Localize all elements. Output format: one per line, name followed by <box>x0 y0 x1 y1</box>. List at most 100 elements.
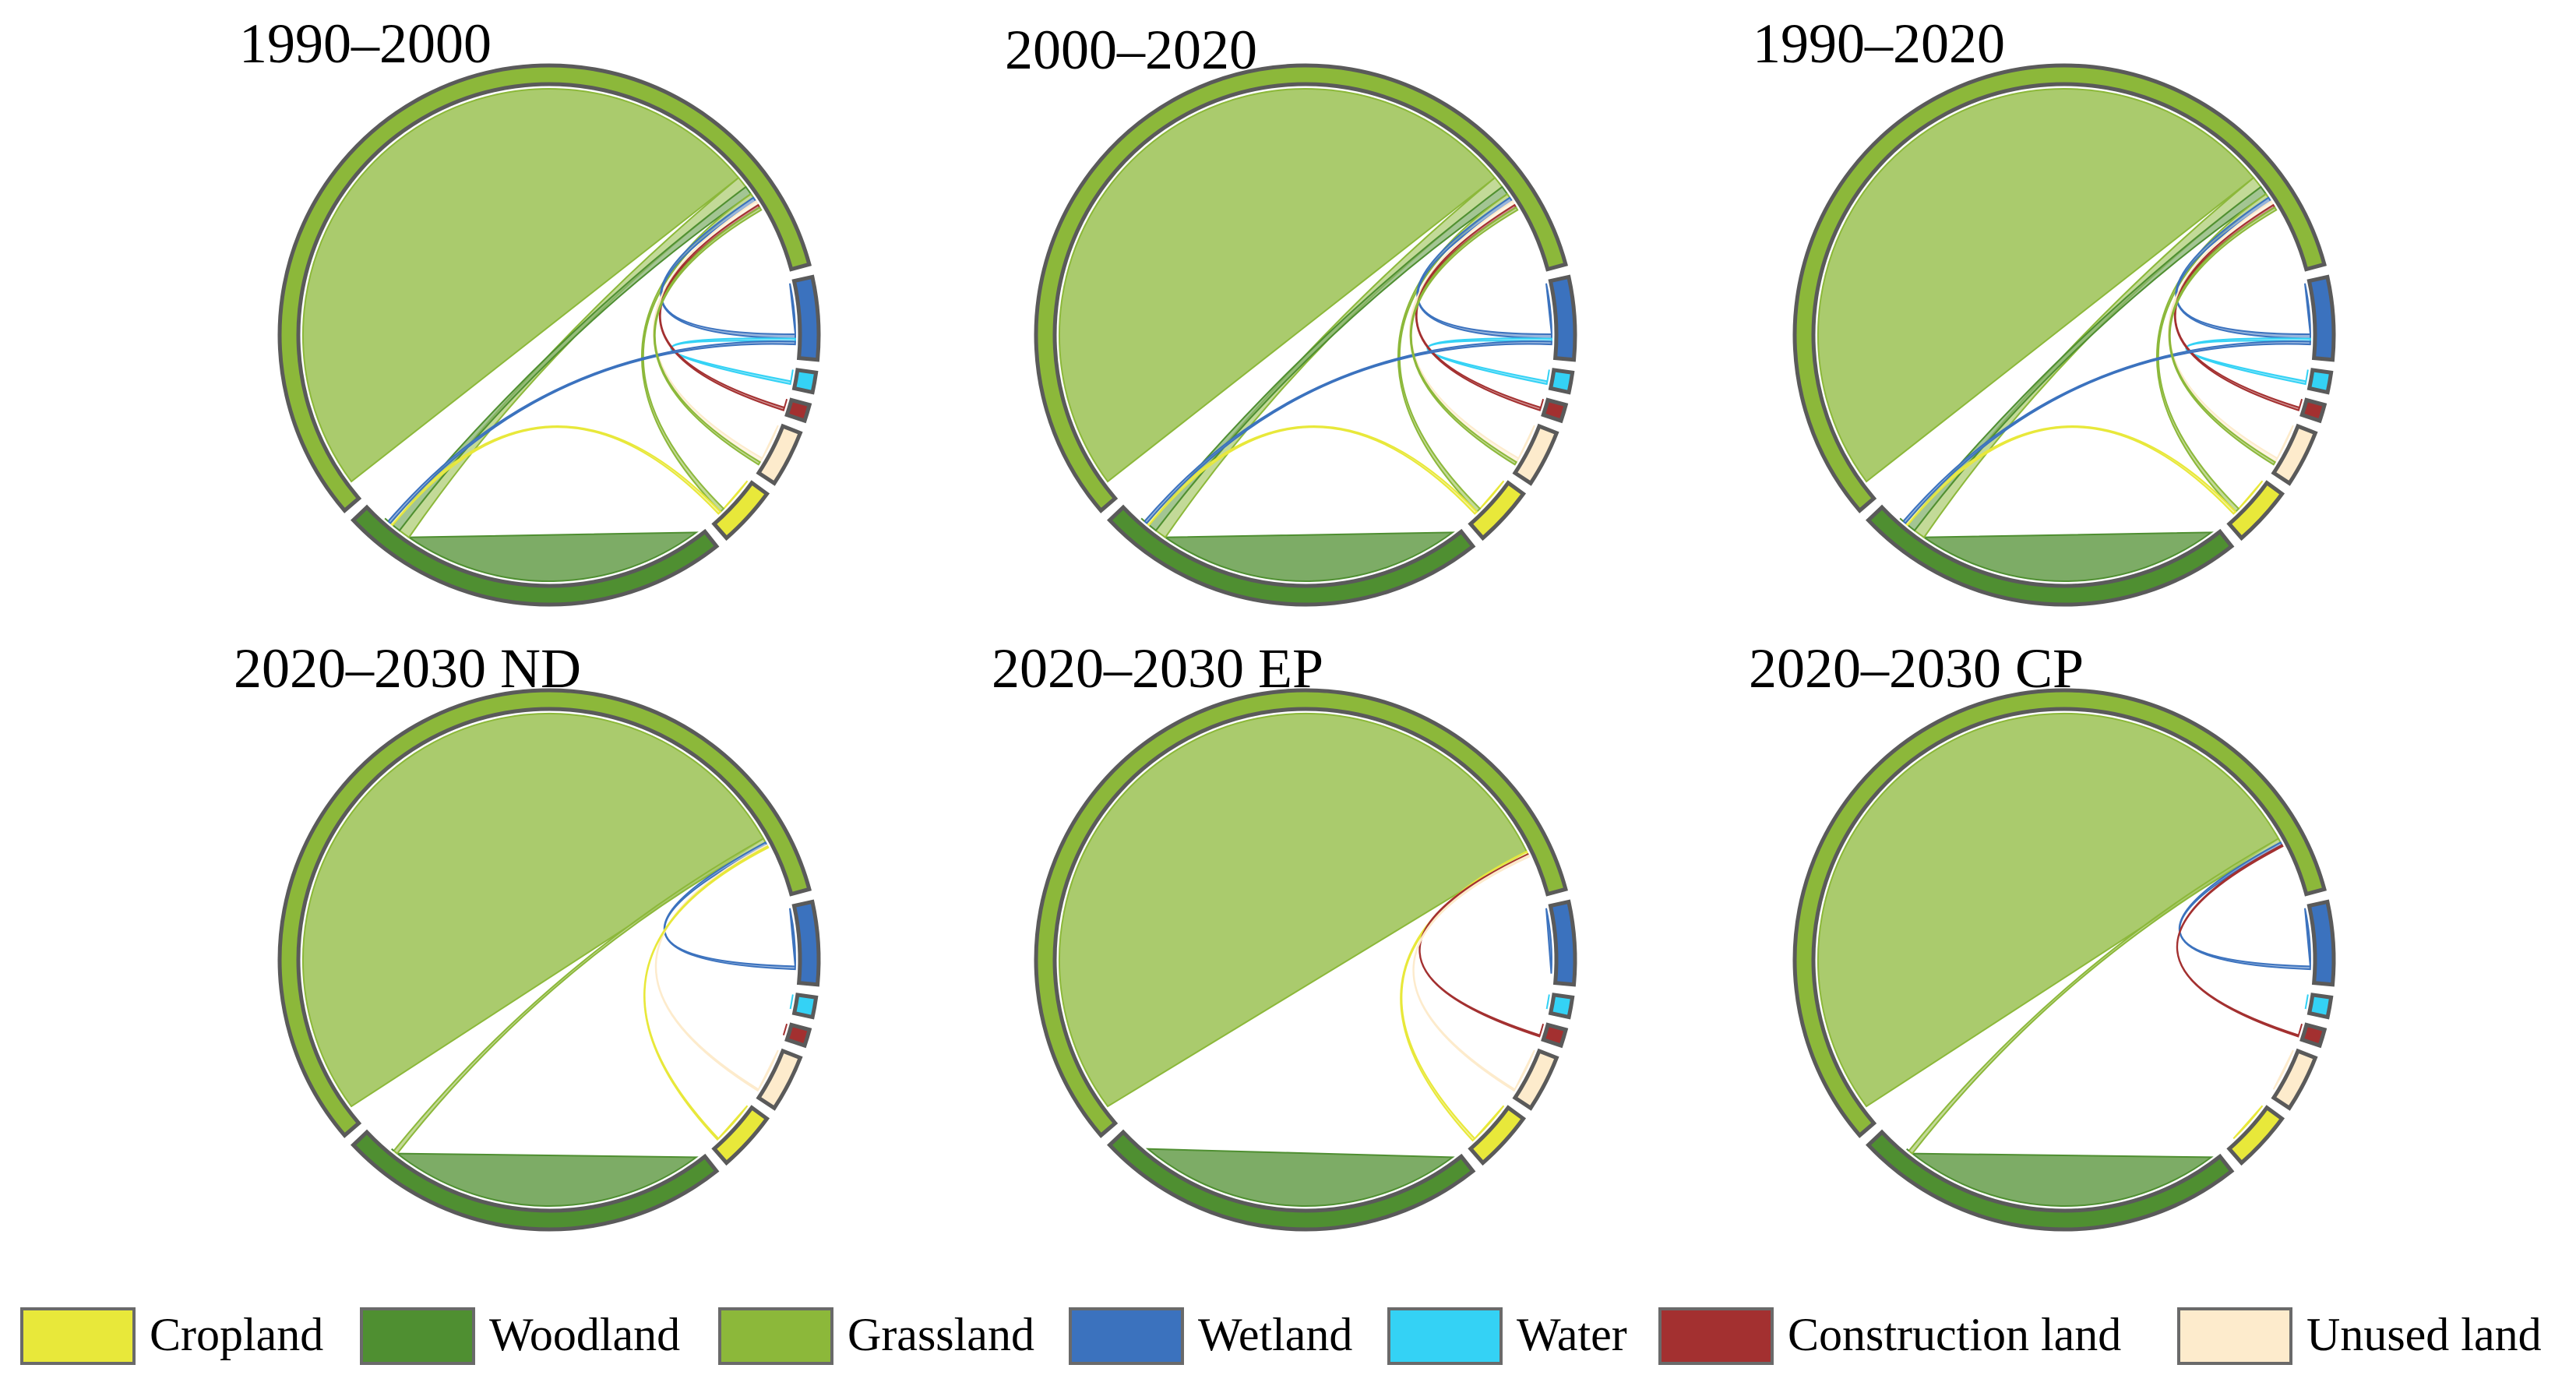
ribbons <box>1817 713 2311 1207</box>
panel-title: 1990–2000 <box>239 12 492 75</box>
flow-wetland-to-grassland <box>2175 196 2312 340</box>
chord-panels: 1990–2000 2000–2020 1990–2020 2020–2030 ND 2… <box>234 12 2336 1232</box>
legend-item-unused-land: Unused land <box>2177 1307 2542 1365</box>
legend-label: Construction land <box>1788 1309 2121 1360</box>
arc-water <box>791 993 819 1020</box>
flow-wetland-to-woodland <box>386 340 796 524</box>
flow-wetland-to-grassland <box>663 841 796 971</box>
flow-grassland-to-grassland <box>302 713 765 1108</box>
arc-wetland <box>2306 274 2336 362</box>
chord-panel-3: 1990–2020 <box>1753 12 2336 607</box>
legend: Cropland Woodland Grassland Wetland Water Con… <box>20 1307 2542 1365</box>
legend-item-grassland: Grassland <box>718 1307 1034 1365</box>
arc-unused-land <box>756 423 803 486</box>
arc-wetland <box>2306 899 2336 987</box>
flow-grassland-to-grassland <box>1059 88 1496 483</box>
flow-unused-land-to-grassland <box>1412 854 1531 1092</box>
arc-construction-land <box>2299 1022 2328 1049</box>
legend-item-cropland: Cropland <box>20 1307 323 1365</box>
arc-unused-land <box>2271 423 2318 486</box>
arc-wetland <box>1548 899 1577 987</box>
arc-cropland <box>711 1105 770 1166</box>
arc-woodland <box>351 504 720 607</box>
flow-water-to-water <box>1545 994 1550 1010</box>
flow-grassland-to-unused-land <box>1409 206 1519 466</box>
flow-construction-land-to-construction-land <box>784 398 788 408</box>
arc-water <box>1548 993 1575 1020</box>
flow-woodland-to-woodland <box>1140 517 1146 522</box>
arc-woodland <box>1107 504 1476 607</box>
flow-water-to-water <box>2305 369 2309 382</box>
legend-item-water: Water <box>1387 1307 1627 1365</box>
flow-construction-land-to-construction-land <box>782 1023 788 1035</box>
flow-water-to-water <box>790 369 794 382</box>
arc-water <box>2306 368 2334 395</box>
chord-panel-6: 2020–2030 CP <box>1749 637 2336 1232</box>
flow-grassland-to-woodland <box>393 838 767 1155</box>
flow-cropland-to-grassland <box>1400 850 1529 1142</box>
panel-title: 2000–2020 <box>1005 19 1257 81</box>
chord-panel-2: 2000–2020 <box>1005 19 1577 607</box>
panel-title: 2020–2030 ND <box>234 637 581 700</box>
flow-woodland-to-woodland <box>1910 1152 2214 1207</box>
legend-item-woodland: Woodland <box>360 1307 680 1365</box>
arc-grassland <box>1792 63 2327 513</box>
arc-cropland <box>2226 1105 2285 1166</box>
arc-unused-land <box>1512 423 1559 486</box>
flow-wetland-to-woodland <box>1143 340 1552 524</box>
flow-construction-land-to-grassland <box>1418 853 1542 1038</box>
flow-woodland-to-woodland <box>406 531 699 582</box>
legend-swatch <box>360 1307 475 1365</box>
flow-woodland-to-woodland <box>1906 1148 1910 1151</box>
ribbons <box>302 88 797 582</box>
flow-wetland-to-grassland <box>2178 841 2311 971</box>
arc-grassland <box>1034 688 1568 1138</box>
arc-unused-land <box>756 1048 803 1111</box>
flow-woodland-to-woodland <box>1162 531 1455 582</box>
panel-title: 1990–2020 <box>1753 12 2005 75</box>
legend-label: Unused land <box>2306 1309 2542 1360</box>
flow-construction-land-to-grassland <box>2176 844 2300 1038</box>
flow-grassland-to-grassland <box>302 88 740 483</box>
flow-wetland-to-woodland <box>1901 340 2311 524</box>
flow-construction-land-to-grassland <box>1415 203 1542 411</box>
arc-wetland <box>791 899 821 987</box>
flow-unused-land-to-grassland <box>654 844 769 1092</box>
flow-construction-land-to-construction-land <box>1540 398 1545 408</box>
legend-label: Grassland <box>848 1309 1034 1360</box>
arc-water <box>1548 368 1575 395</box>
arc-cropland <box>1468 480 1527 541</box>
flow-unused-land-to-unused-land <box>2272 1049 2294 1090</box>
arc-construction-land <box>784 1022 812 1049</box>
flow-construction-land-to-grassland <box>2173 203 2301 411</box>
flow-water-to-water <box>789 994 794 1010</box>
flow-woodland-to-woodland <box>391 1148 395 1151</box>
legend-item-wetland: Wetland <box>1069 1307 1352 1365</box>
panel-title: 2020–2030 EP <box>992 637 1323 700</box>
legend-swatch <box>1387 1307 1503 1365</box>
flow-water-to-water <box>2304 994 2309 1010</box>
flow-grassland-to-grassland <box>1817 88 2255 483</box>
arc-cropland <box>2226 480 2285 541</box>
ribbons <box>1817 88 2312 582</box>
arc-construction-land <box>1541 1022 1569 1049</box>
legend-item-construction-land: Construction land <box>1658 1307 2121 1365</box>
ribbons <box>1059 713 1552 1207</box>
flow-cropland-to-woodland <box>1145 425 1478 527</box>
ribbons <box>1059 88 1553 582</box>
arc-woodland <box>1866 1129 2235 1232</box>
flow-woodland-to-woodland <box>395 1152 699 1207</box>
legend-label: Woodland <box>489 1309 680 1360</box>
flow-cropland-to-grassland <box>643 845 770 1141</box>
chord-panel-5: 2020–2030 EP <box>992 637 1577 1232</box>
flow-wetland-to-grassland <box>1416 196 1553 340</box>
chord-panel-1: 1990–2000 <box>239 12 821 607</box>
flow-grassland-to-grassland <box>1059 713 1528 1108</box>
arc-construction-land <box>2299 397 2328 424</box>
flow-construction-land-to-construction-land <box>1538 1023 1545 1035</box>
flow-cropland-to-woodland <box>389 425 722 527</box>
flow-wetland-to-grassland <box>660 196 797 340</box>
flow-grassland-to-grassland <box>1817 713 2280 1108</box>
chord-panel-4: 2020–2030 ND <box>234 637 821 1232</box>
arc-grassland <box>1034 63 1568 513</box>
